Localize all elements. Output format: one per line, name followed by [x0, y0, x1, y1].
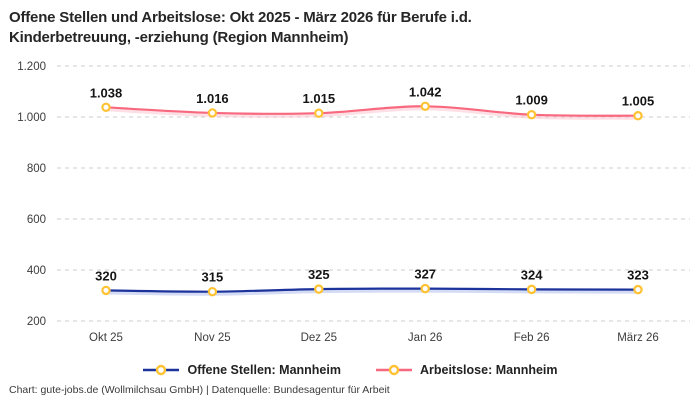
data-point-marker-offene-stellen-mannheim[interactable]	[314, 284, 324, 294]
data-point-marker-arbeitslose-mannheim[interactable]	[526, 110, 537, 120]
data-point-marker-offene-stellen-mannheim[interactable]	[526, 284, 537, 295]
x-tick-label: Nov 25	[194, 332, 230, 344]
data-point-label: 1.009	[515, 93, 548, 108]
line-chart-plot: 200 400 600 800 1.000 1.200 Okt 25 Nov 25 Dez 25…	[17, 61, 690, 344]
data-point-label: 323	[627, 268, 649, 283]
data-point-marker-arbeitslose-mannheim[interactable]	[101, 102, 111, 113]
data-point-label: 1.015	[303, 91, 336, 106]
legend: Offene Stellen: Mannheim Arbeitslose: Ma…	[0, 361, 700, 379]
legend-item-arbeitslose[interactable]: Arbeitslose: Mannheim	[375, 363, 558, 377]
data-point-marker-offene-stellen-mannheim[interactable]	[633, 284, 643, 295]
series-line-halo-offene-stellen-mannheim	[105, 288, 639, 296]
y-tick-label: 600	[27, 214, 46, 226]
x-tick-label: Dez 25	[301, 332, 337, 344]
x-tick-label: März 26	[617, 332, 659, 344]
attribution-text: Chart: gute-jobs.de (Wollmilchsau GmbH) …	[9, 384, 390, 396]
data-point-marker-offene-stellen-mannheim[interactable]	[101, 285, 111, 296]
data-point-marker-arbeitslose-mannheim[interactable]	[207, 108, 218, 118]
data-point-label: 325	[308, 267, 330, 282]
legend-label-offene-stellen: Offene Stellen: Mannheim	[187, 363, 341, 377]
page-title-line2: Kinderbetreuung, -erziehung (Region Mann…	[9, 29, 349, 46]
data-point-label: 327	[414, 267, 436, 282]
data-point-label: 320	[95, 268, 117, 283]
data-point-label: 1.038	[90, 85, 123, 100]
data-point-marker-arbeitslose-mannheim[interactable]	[420, 101, 430, 111]
legend-swatch-blue-line-icon	[143, 364, 180, 376]
page-title: Offene Stellen und Arbeitslose: Okt 2025…	[9, 8, 472, 48]
x-tick-label: Feb 26	[514, 332, 550, 344]
legend-swatch-pink-line-icon	[375, 364, 412, 376]
data-point-label: 315	[202, 270, 224, 285]
data-point-label: 1.042	[409, 84, 442, 99]
data-point-label: 1.005	[622, 94, 655, 109]
legend-marker-icon	[156, 364, 167, 376]
series-line-arbeitslose-mannheim	[105, 105, 639, 117]
y-tick-label: 1.000	[17, 112, 46, 124]
x-tick-label: Jan 26	[408, 332, 443, 344]
legend-label-arbeitslose: Arbeitslose: Mannheim	[419, 363, 558, 377]
legend-item-offene-stellen[interactable]: Offene Stellen: Mannheim	[142, 363, 341, 377]
y-tick-label: 1.200	[17, 61, 46, 73]
data-point-label: 1.016	[196, 91, 229, 106]
series-line-offene-stellen-mannheim	[105, 287, 639, 293]
x-tick-label: Okt 25	[89, 332, 123, 344]
legend-marker-icon	[388, 364, 400, 376]
series-line-halo-arbeitslose-mannheim	[105, 106, 639, 120]
data-point-label: 324	[521, 267, 543, 282]
y-tick-label: 400	[27, 265, 46, 277]
y-tick-label: 800	[27, 163, 46, 175]
y-tick-label: 200	[27, 316, 46, 328]
data-point-marker-arbeitslose-mannheim[interactable]	[633, 111, 643, 121]
data-point-marker-offene-stellen-mannheim[interactable]	[207, 286, 218, 297]
data-point-marker-arbeitslose-mannheim[interactable]	[314, 108, 324, 118]
page-title-line1: Offene Stellen und Arbeitslose: Okt 2025…	[9, 9, 472, 26]
data-point-marker-offene-stellen-mannheim[interactable]	[420, 283, 430, 294]
